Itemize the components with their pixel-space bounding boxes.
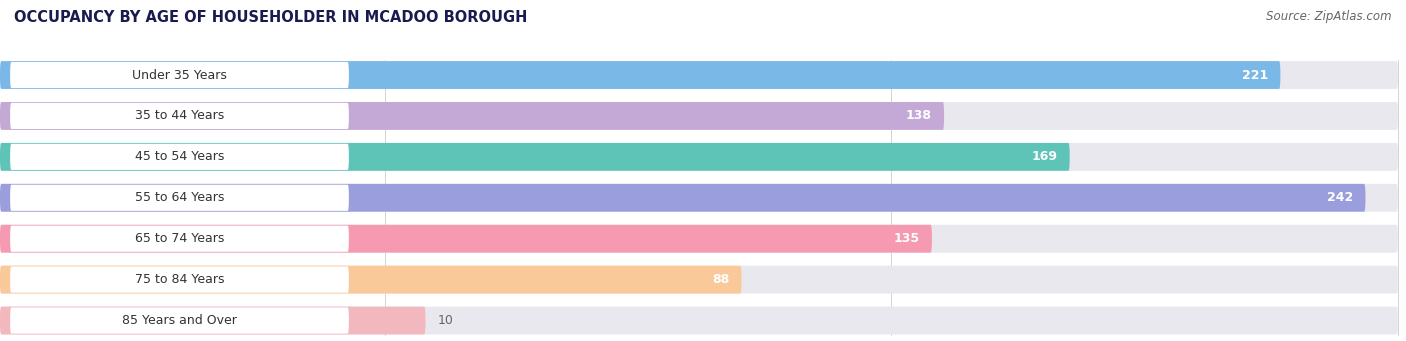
Text: 75 to 84 Years: 75 to 84 Years <box>135 273 224 286</box>
FancyBboxPatch shape <box>10 308 349 333</box>
Text: Source: ZipAtlas.com: Source: ZipAtlas.com <box>1267 10 1392 23</box>
Text: Under 35 Years: Under 35 Years <box>132 69 226 81</box>
FancyBboxPatch shape <box>0 143 1070 171</box>
FancyBboxPatch shape <box>0 266 741 294</box>
Text: 10: 10 <box>437 314 454 327</box>
Text: 45 to 54 Years: 45 to 54 Years <box>135 150 224 163</box>
Text: 169: 169 <box>1032 150 1057 163</box>
FancyBboxPatch shape <box>0 184 1398 212</box>
Text: 65 to 74 Years: 65 to 74 Years <box>135 232 224 245</box>
Text: 55 to 64 Years: 55 to 64 Years <box>135 191 224 204</box>
Text: 221: 221 <box>1241 69 1268 81</box>
FancyBboxPatch shape <box>10 62 349 88</box>
FancyBboxPatch shape <box>10 103 349 129</box>
FancyBboxPatch shape <box>10 185 349 211</box>
FancyBboxPatch shape <box>10 267 349 293</box>
FancyBboxPatch shape <box>0 184 1365 212</box>
Text: 85 Years and Over: 85 Years and Over <box>122 314 238 327</box>
FancyBboxPatch shape <box>0 143 1398 171</box>
Text: 135: 135 <box>894 232 920 245</box>
Text: OCCUPANCY BY AGE OF HOUSEHOLDER IN MCADOO BOROUGH: OCCUPANCY BY AGE OF HOUSEHOLDER IN MCADO… <box>14 10 527 25</box>
FancyBboxPatch shape <box>0 102 943 130</box>
Text: 88: 88 <box>711 273 730 286</box>
FancyBboxPatch shape <box>0 61 1281 89</box>
FancyBboxPatch shape <box>0 225 1398 253</box>
FancyBboxPatch shape <box>0 266 1398 294</box>
FancyBboxPatch shape <box>0 307 1398 335</box>
FancyBboxPatch shape <box>10 226 349 252</box>
Text: 138: 138 <box>905 109 932 122</box>
FancyBboxPatch shape <box>0 225 932 253</box>
Text: 242: 242 <box>1327 191 1354 204</box>
FancyBboxPatch shape <box>0 61 1398 89</box>
FancyBboxPatch shape <box>10 144 349 170</box>
FancyBboxPatch shape <box>0 102 1398 130</box>
Text: 35 to 44 Years: 35 to 44 Years <box>135 109 224 122</box>
FancyBboxPatch shape <box>0 307 426 335</box>
